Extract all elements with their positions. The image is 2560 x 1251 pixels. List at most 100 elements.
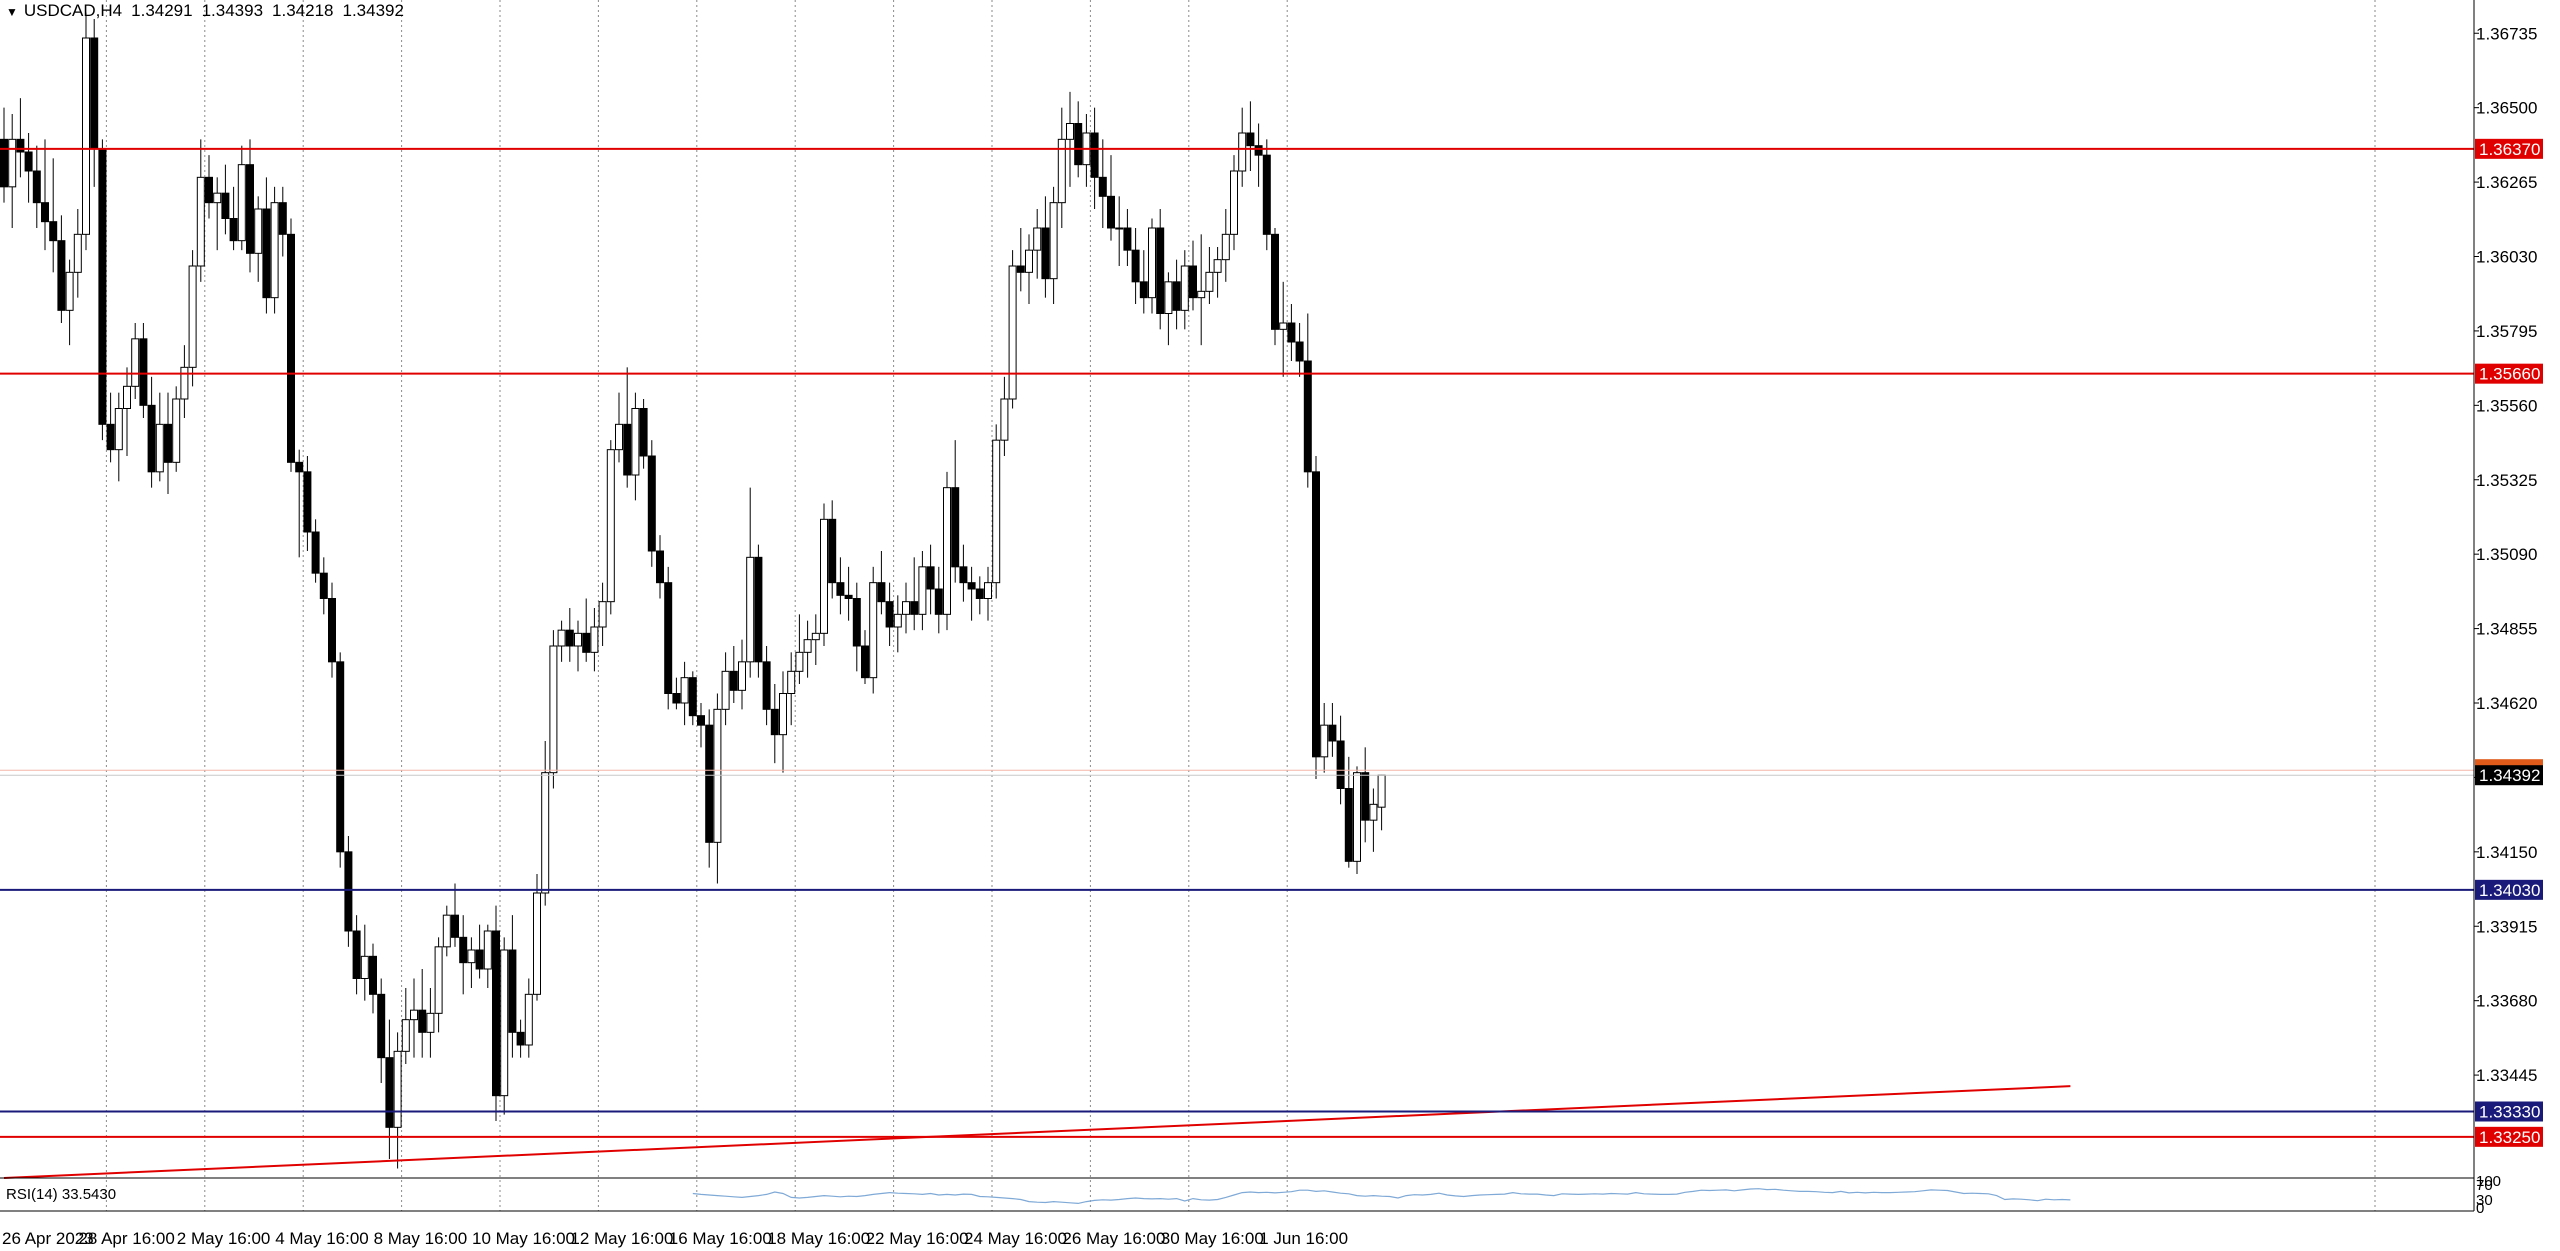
candle[interactable]: [910, 557, 919, 631]
candle[interactable]: [451, 883, 459, 947]
candle[interactable]: [475, 924, 484, 979]
candle[interactable]: [1172, 259, 1181, 330]
candle[interactable]: [57, 215, 66, 323]
candle[interactable]: [1213, 247, 1222, 298]
candle[interactable]: [861, 630, 869, 684]
candle[interactable]: [926, 544, 935, 615]
candle[interactable]: [1156, 209, 1165, 330]
candle[interactable]: [1361, 747, 1370, 843]
candle[interactable]: [598, 582, 607, 646]
candle[interactable]: [418, 969, 427, 1058]
candle[interactable]: [49, 158, 58, 273]
candle[interactable]: [1164, 272, 1173, 346]
candle[interactable]: [1180, 250, 1189, 330]
candle[interactable]: [483, 924, 492, 988]
candle[interactable]: [0, 107, 8, 203]
candle[interactable]: [836, 557, 845, 615]
candle[interactable]: [393, 1032, 402, 1169]
candle[interactable]: [1246, 101, 1255, 171]
candle[interactable]: [1115, 196, 1124, 266]
candle[interactable]: [516, 1019, 525, 1058]
candle[interactable]: [729, 646, 738, 703]
candle[interactable]: [647, 440, 656, 567]
candle[interactable]: [1074, 101, 1083, 178]
candle[interactable]: [639, 399, 648, 469]
candle[interactable]: [606, 440, 615, 615]
candle[interactable]: [65, 259, 74, 346]
candle[interactable]: [524, 978, 533, 1058]
candle[interactable]: [705, 709, 714, 868]
candle[interactable]: [852, 582, 861, 672]
candle[interactable]: [1008, 250, 1017, 409]
candle[interactable]: [803, 620, 812, 678]
candle[interactable]: [902, 582, 910, 634]
candle[interactable]: [287, 218, 295, 472]
candle[interactable]: [1205, 247, 1214, 304]
candle[interactable]: [221, 164, 230, 235]
candle[interactable]: [41, 139, 49, 251]
candle[interactable]: [565, 608, 574, 662]
candle[interactable]: [795, 614, 804, 684]
candle[interactable]: [893, 595, 902, 653]
candle[interactable]: [631, 392, 640, 501]
candle[interactable]: [1025, 234, 1033, 304]
candle[interactable]: [713, 693, 722, 884]
candle[interactable]: [352, 915, 361, 995]
candle[interactable]: [885, 582, 894, 646]
candle[interactable]: [106, 392, 115, 463]
candle[interactable]: [1353, 766, 1361, 874]
candle[interactable]: [426, 988, 435, 1058]
candle[interactable]: [1033, 209, 1042, 279]
candle[interactable]: [1328, 703, 1337, 757]
candle[interactable]: [98, 139, 107, 441]
candle[interactable]: [1123, 209, 1132, 266]
candle[interactable]: [262, 177, 271, 314]
candle[interactable]: [385, 1019, 394, 1159]
candle[interactable]: [303, 456, 312, 551]
candle[interactable]: [697, 703, 705, 748]
candle[interactable]: [1139, 250, 1148, 314]
candle[interactable]: [434, 937, 443, 1033]
candle[interactable]: [492, 905, 500, 1121]
candle[interactable]: [828, 500, 837, 599]
candle[interactable]: [410, 978, 418, 1058]
candle[interactable]: [114, 392, 123, 482]
candle[interactable]: [1090, 107, 1099, 209]
candle[interactable]: [738, 639, 746, 710]
candle[interactable]: [1230, 155, 1238, 251]
candle[interactable]: [467, 937, 476, 988]
candle[interactable]: [131, 323, 140, 399]
candle[interactable]: [213, 177, 222, 251]
candle[interactable]: [951, 440, 960, 583]
candle[interactable]: [1221, 209, 1230, 282]
candle[interactable]: [336, 652, 345, 868]
candle[interactable]: [1016, 228, 1025, 292]
candle[interactable]: [270, 186, 279, 314]
candle[interactable]: [311, 519, 320, 583]
candle[interactable]: [32, 145, 41, 228]
candle[interactable]: [1262, 139, 1271, 251]
candle[interactable]: [188, 250, 197, 387]
candle[interactable]: [73, 209, 82, 298]
candle[interactable]: [328, 582, 336, 678]
candle[interactable]: [623, 367, 632, 488]
candle[interactable]: [172, 386, 181, 472]
candle[interactable]: [615, 392, 623, 463]
candle[interactable]: [360, 924, 369, 1001]
candle[interactable]: [401, 988, 410, 1064]
candle[interactable]: [820, 503, 828, 647]
candle[interactable]: [721, 652, 730, 726]
candle[interactable]: [574, 620, 582, 672]
candle[interactable]: [787, 652, 796, 726]
candle[interactable]: [229, 186, 238, 251]
candle[interactable]: [1148, 218, 1156, 314]
candle[interactable]: [459, 915, 468, 995]
candle[interactable]: [1049, 186, 1058, 304]
candles-layer[interactable]: [0, 12, 1386, 1169]
candle[interactable]: [344, 836, 353, 947]
candle[interactable]: [533, 874, 541, 1001]
candle[interactable]: [984, 566, 992, 621]
candle[interactable]: [82, 12, 90, 251]
candle[interactable]: [746, 487, 755, 678]
candle[interactable]: [1098, 139, 1107, 228]
